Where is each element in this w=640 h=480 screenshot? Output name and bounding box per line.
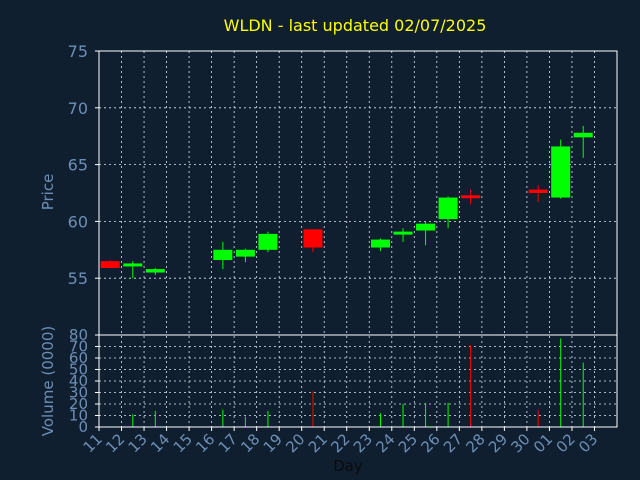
chart-title: WLDN - last updated 02/07/2025 <box>224 16 487 35</box>
candle-body-down <box>303 229 323 248</box>
volume-tick-label: 20 <box>69 395 88 413</box>
price-tick-label: 55 <box>68 269 88 288</box>
volume-tick-label: 50 <box>69 361 88 379</box>
candle-body-up <box>235 249 255 257</box>
candle-body-up <box>551 146 571 198</box>
volume-tick-label: 80 <box>69 326 88 344</box>
volume-tick-label: 10 <box>69 407 88 425</box>
grid-lines <box>99 51 617 427</box>
candle-body-up <box>573 132 593 138</box>
volume-bars <box>132 338 584 427</box>
x-axis-label: Day <box>333 457 363 475</box>
price-axis-label: Price <box>39 174 57 211</box>
volume-tick-label: 0 <box>78 418 88 436</box>
volume-tick-label: 60 <box>69 349 88 367</box>
price-tick-label: 70 <box>68 99 88 118</box>
volume-tick-label: 30 <box>69 384 88 402</box>
volume-tick-label: 70 <box>69 338 88 356</box>
volume-tick-label: 40 <box>69 372 88 390</box>
price-tick-label: 65 <box>68 156 88 175</box>
candle-body-down <box>100 261 120 268</box>
candle-body-up <box>371 239 391 248</box>
candle-body-down <box>461 195 481 199</box>
candle-body-up <box>258 233 278 250</box>
candle-body-up <box>416 223 436 231</box>
candle-body-up <box>213 249 233 261</box>
x-tick-label: 03 <box>575 430 601 456</box>
volume-axis-label: Volume (0000) <box>39 326 57 436</box>
candle-body-up <box>393 231 413 235</box>
x-axis-ticks: 1112131415161718192021222324252627282930… <box>80 427 601 456</box>
candles <box>100 125 593 279</box>
price-axis-ticks: 55 60 65 70 75 <box>68 42 99 288</box>
price-tick-label: 75 <box>68 42 88 61</box>
candle-body-down <box>528 189 548 193</box>
candle-body-up <box>145 269 165 273</box>
candle-body-up <box>438 197 458 220</box>
price-tick-label: 60 <box>68 212 88 231</box>
candle-body-up <box>123 263 143 267</box>
